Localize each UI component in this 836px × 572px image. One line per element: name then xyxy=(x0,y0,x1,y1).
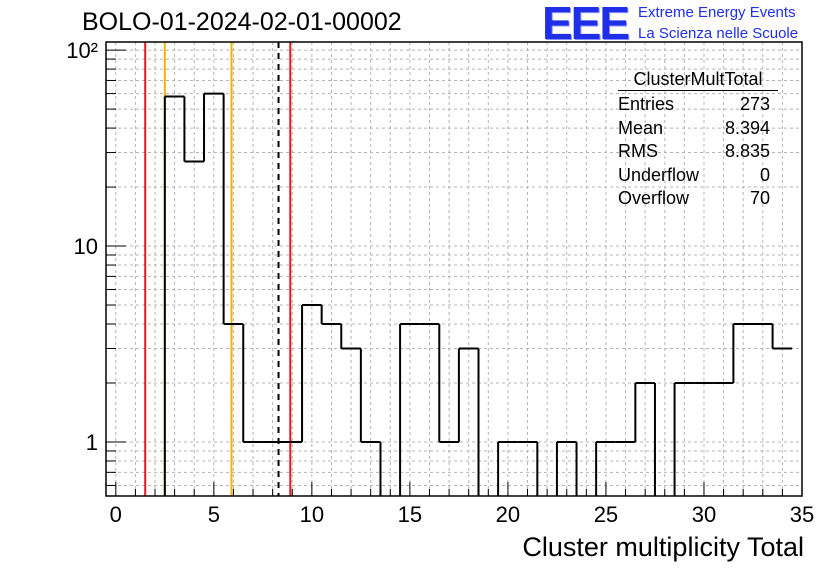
x-tick-label: 5 xyxy=(208,502,220,527)
x-tick-label: 15 xyxy=(398,502,422,527)
y-tick-label: 10² xyxy=(66,38,98,63)
histogram-title: BOLO-01-2024-02-01-00002 xyxy=(82,8,402,36)
stats-box: ClusterMultTotal Entries 273 Mean 8.394 … xyxy=(610,68,778,211)
stats-label: Overflow xyxy=(618,188,690,208)
stats-title: ClusterMultTotal xyxy=(618,68,778,91)
histogram-series xyxy=(163,92,793,496)
x-tick-label: 30 xyxy=(692,502,716,527)
stats-label: Underflow xyxy=(618,164,700,185)
stats-row-mean: Mean 8.394 xyxy=(610,117,778,141)
marker-lines xyxy=(144,42,292,496)
x-tick-label: 0 xyxy=(110,502,122,527)
x-tick-label: 20 xyxy=(496,502,520,527)
stats-value: 8.835 xyxy=(724,141,770,161)
axis-ticks xyxy=(106,49,803,496)
y-tick-label: 10 xyxy=(74,234,98,259)
stats-value: 70 xyxy=(749,188,770,208)
logo-caption-line2: La Scienza nelle Scuole xyxy=(638,25,799,42)
x-tick-label: 35 xyxy=(790,502,814,527)
stats-row-entries: Entries 273 xyxy=(610,93,778,117)
x-tick-label: 10 xyxy=(300,502,324,527)
grid-lines xyxy=(106,42,803,496)
x-tick-label: 25 xyxy=(594,502,618,527)
stats-label: Entries xyxy=(618,94,675,114)
stats-row-underflow: Underflow 0 xyxy=(610,164,778,188)
stats-value: 273 xyxy=(739,94,770,114)
y-tick-label: 1 xyxy=(86,430,98,455)
tick-labels: 0 5 10 15 20 25 30 35 1 10 10² xyxy=(66,38,814,527)
eee-logo: EEE xyxy=(542,0,630,49)
stats-label: RMS xyxy=(618,141,658,161)
logo-caption-line1: Extreme Energy Events xyxy=(638,4,796,21)
stats-label: Mean xyxy=(618,117,664,138)
x-axis-title: Cluster multiplicity Total xyxy=(522,532,804,562)
stats-row-overflow: Overflow 70 xyxy=(610,187,778,211)
logo-caption: Extreme Energy Events La Scienza nelle S… xyxy=(638,2,798,44)
stats-value: 8.394 xyxy=(724,117,770,138)
stats-row-rms: RMS 8.835 xyxy=(610,140,778,164)
stats-value: 0 xyxy=(759,164,770,185)
plot-frame xyxy=(105,41,803,497)
